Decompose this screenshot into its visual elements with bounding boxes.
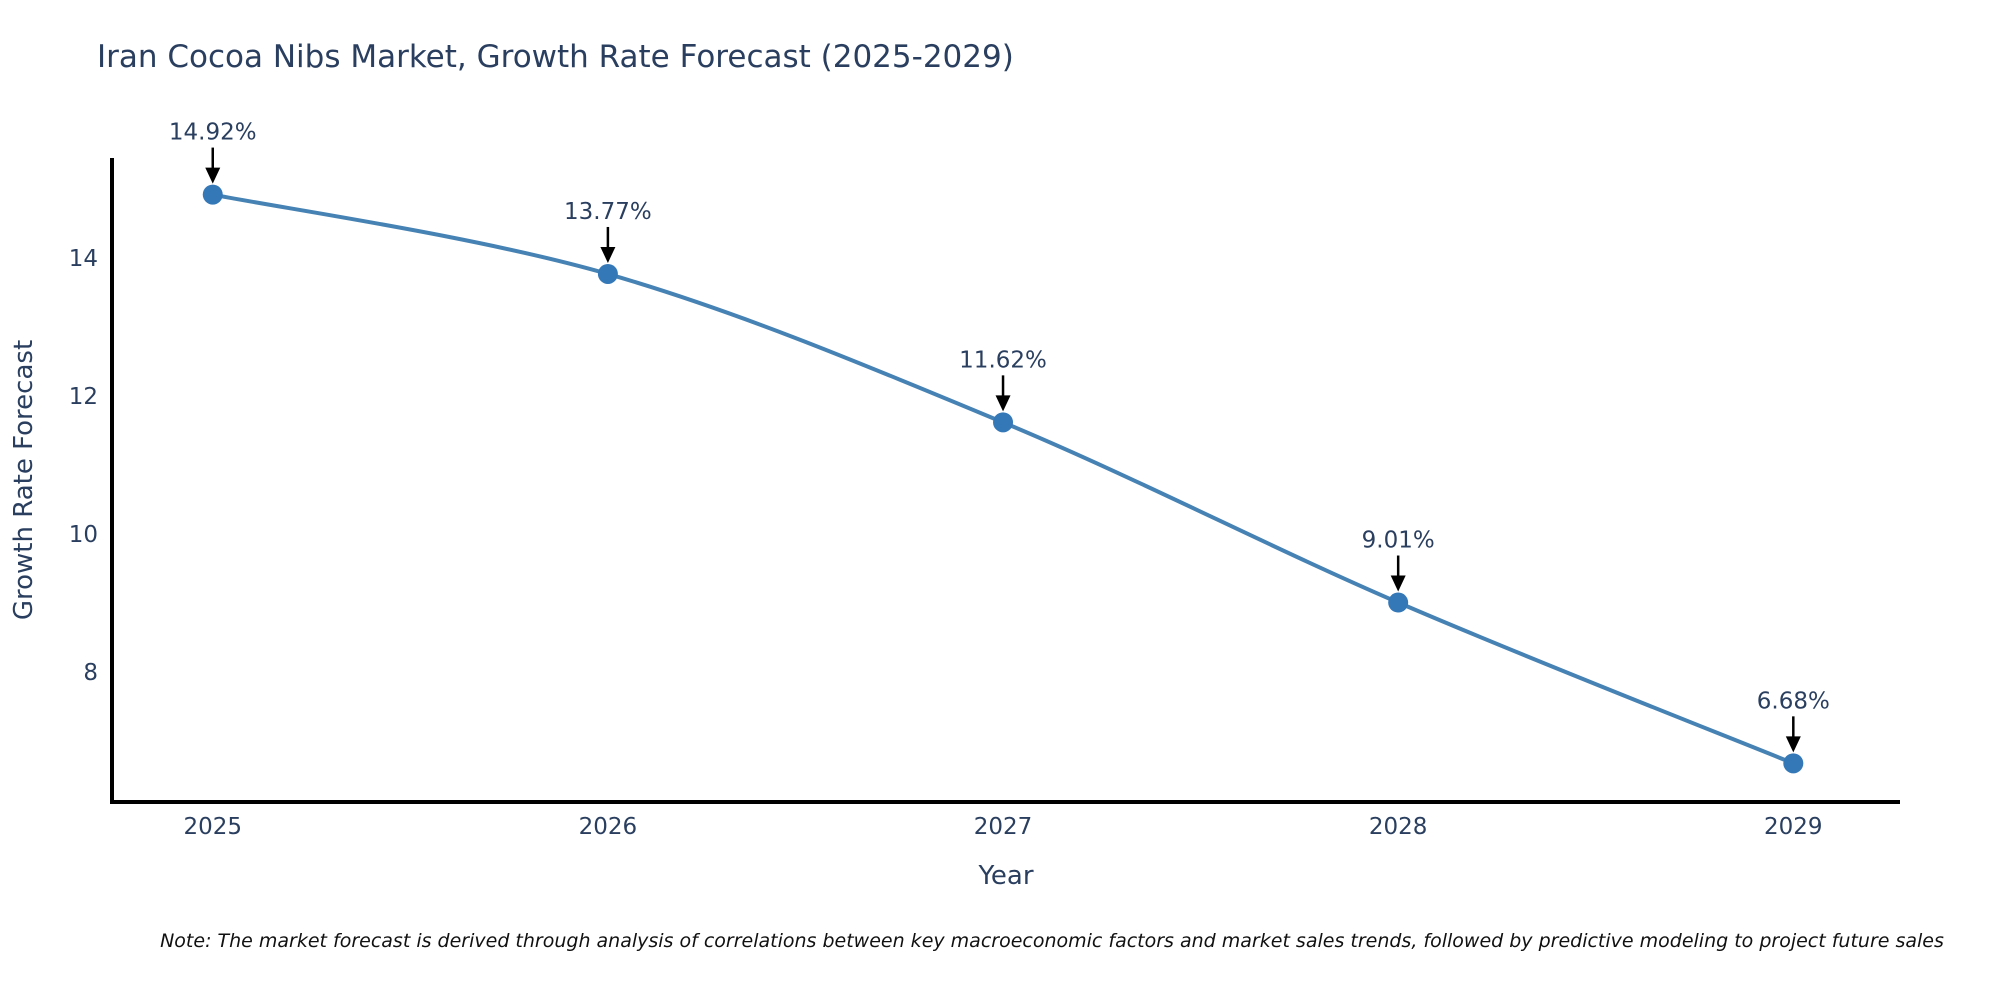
- data-label: 6.68%: [1757, 688, 1830, 714]
- data-label: 14.92%: [169, 120, 257, 146]
- x-tick-label: 2026: [579, 814, 638, 840]
- series-line: [210, 192, 1796, 766]
- x-axis-tick-labels: 2025 2026 2027 2028 2029: [183, 814, 1822, 840]
- data-point-marker: [993, 412, 1014, 433]
- data-point-markers: [202, 184, 1804, 774]
- y-tick-label: 14: [69, 246, 98, 272]
- annotation-arrowhead-icon: [1785, 736, 1801, 753]
- y-axis-tick-labels: 8 10 12 14: [69, 246, 98, 686]
- x-axis-title: Year: [977, 861, 1033, 891]
- data-point-marker: [202, 184, 223, 205]
- x-tick-label: 2028: [1369, 814, 1428, 840]
- data-label: 11.62%: [959, 347, 1047, 373]
- x-tick-label: 2029: [1764, 814, 1823, 840]
- x-tick-label: 2025: [183, 814, 242, 840]
- annotation-arrowhead-icon: [600, 246, 616, 263]
- y-tick-label: 10: [69, 522, 98, 548]
- y-tick-label: 12: [69, 384, 98, 410]
- annotation-arrowhead-icon: [205, 167, 221, 184]
- data-label: 9.01%: [1362, 528, 1435, 554]
- x-tick-label: 2027: [974, 814, 1033, 840]
- footnote: Note: The market forecast is derived thr…: [160, 930, 1944, 952]
- y-axis-title: Growth Rate Forecast: [9, 340, 39, 620]
- data-label-annotations: 14.92% 13.77% 11.62% 9.01% 6.68%: [169, 120, 1830, 753]
- annotation-arrowhead-icon: [995, 395, 1011, 412]
- data-label: 13.77%: [564, 199, 652, 225]
- y-tick-label: 8: [83, 660, 98, 686]
- chart-title: Iran Cocoa Nibs Market, Growth Rate Fore…: [97, 39, 1014, 75]
- annotation-arrowhead-icon: [1390, 575, 1406, 592]
- data-point-marker: [1388, 592, 1409, 613]
- data-point-marker: [597, 263, 618, 284]
- data-point-marker: [1783, 753, 1804, 774]
